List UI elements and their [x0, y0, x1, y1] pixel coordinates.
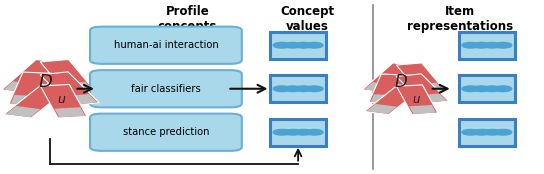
FancyBboxPatch shape [396, 74, 449, 104]
Circle shape [484, 86, 501, 92]
Circle shape [462, 129, 479, 135]
FancyBboxPatch shape [364, 82, 394, 92]
FancyBboxPatch shape [459, 32, 515, 58]
Circle shape [494, 129, 512, 135]
Circle shape [273, 42, 290, 48]
FancyBboxPatch shape [409, 105, 436, 114]
FancyBboxPatch shape [417, 93, 447, 103]
Text: fair classifiers: fair classifiers [131, 84, 201, 94]
FancyBboxPatch shape [64, 94, 97, 105]
FancyBboxPatch shape [9, 72, 52, 105]
Circle shape [462, 42, 479, 48]
Circle shape [295, 129, 312, 135]
Circle shape [273, 129, 290, 135]
FancyBboxPatch shape [459, 76, 515, 102]
FancyBboxPatch shape [415, 83, 443, 92]
Circle shape [473, 86, 490, 92]
Text: stance prediction: stance prediction [122, 127, 209, 137]
Circle shape [484, 129, 501, 135]
Text: Profile
concepts: Profile concepts [158, 5, 218, 33]
Circle shape [462, 86, 479, 92]
FancyBboxPatch shape [270, 76, 326, 102]
FancyBboxPatch shape [2, 60, 64, 93]
FancyBboxPatch shape [270, 32, 326, 58]
Circle shape [494, 86, 512, 92]
FancyBboxPatch shape [40, 84, 87, 118]
Circle shape [284, 42, 301, 48]
Circle shape [484, 42, 501, 48]
FancyBboxPatch shape [6, 106, 40, 117]
Circle shape [273, 86, 290, 92]
FancyBboxPatch shape [362, 63, 418, 93]
Circle shape [284, 86, 301, 92]
Circle shape [295, 86, 312, 92]
Text: $u$: $u$ [57, 93, 67, 106]
FancyBboxPatch shape [90, 70, 242, 107]
FancyBboxPatch shape [4, 81, 38, 92]
Text: $u$: $u$ [412, 93, 421, 106]
FancyBboxPatch shape [90, 27, 242, 64]
Circle shape [306, 129, 323, 135]
FancyBboxPatch shape [40, 60, 95, 93]
FancyBboxPatch shape [459, 119, 515, 145]
FancyBboxPatch shape [397, 85, 438, 114]
Text: Item
representations: Item representations [406, 5, 513, 33]
Circle shape [295, 42, 312, 48]
FancyBboxPatch shape [369, 74, 407, 104]
Circle shape [306, 86, 323, 92]
FancyBboxPatch shape [364, 85, 422, 114]
FancyBboxPatch shape [40, 72, 99, 106]
FancyBboxPatch shape [397, 63, 445, 93]
FancyBboxPatch shape [370, 94, 397, 103]
FancyBboxPatch shape [367, 104, 397, 114]
Circle shape [473, 42, 490, 48]
Circle shape [494, 42, 512, 48]
Text: $D$: $D$ [38, 73, 53, 91]
FancyBboxPatch shape [4, 84, 69, 118]
Text: $D$: $D$ [394, 73, 408, 91]
FancyBboxPatch shape [90, 114, 242, 151]
Circle shape [473, 129, 490, 135]
Circle shape [306, 42, 323, 48]
FancyBboxPatch shape [11, 95, 40, 105]
Text: Concept
values: Concept values [280, 5, 335, 33]
Circle shape [284, 129, 301, 135]
FancyBboxPatch shape [54, 107, 85, 117]
FancyBboxPatch shape [270, 119, 326, 145]
Text: human-ai interaction: human-ai interaction [114, 40, 218, 50]
FancyBboxPatch shape [60, 82, 92, 93]
